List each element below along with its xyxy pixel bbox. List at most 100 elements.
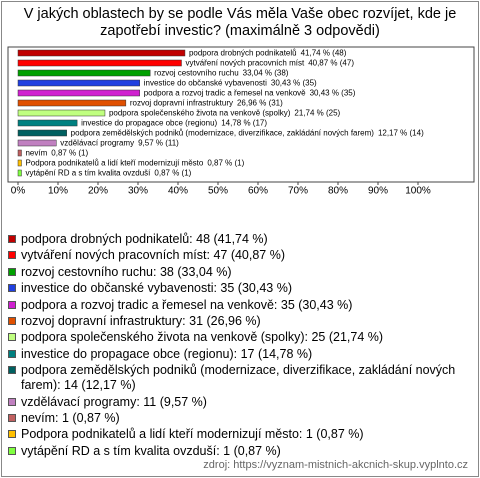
bar-label: rozvoj dopravní infrastruktury 26,96 % (3… (130, 99, 283, 108)
bar-label: podpora společenského života na venkově … (109, 109, 341, 118)
x-tick-label: 10% (48, 186, 68, 197)
legend-label: podpora společenského života na venkově … (21, 330, 384, 345)
bar-label: podpora drobných podnikatelů 41,74 % (48) (189, 49, 347, 58)
bar (17, 159, 22, 167)
bar-category: podpora společenského života na venkově … (109, 109, 291, 118)
x-tick-label: 0% (11, 186, 26, 197)
value-label: 30,43 % (35) (271, 79, 317, 88)
legend-label: vytváření nových pracovních míst: 47 (40… (21, 248, 286, 263)
legend-swatch (8, 430, 16, 439)
value-label: 26,96 % (31) (237, 99, 283, 108)
bar (17, 89, 140, 97)
bar-label: podpora a rozvoj tradic a řemesel na ven… (144, 89, 356, 98)
value-label: 14,78 % (17) (221, 119, 267, 128)
legend-label: nevím: 1 (0,87 %) (21, 410, 120, 425)
bar-label: vytváření nových pracovních míst 40,87 % … (185, 59, 354, 68)
bar (17, 69, 151, 77)
value-label: 33,04 % (38) (243, 69, 289, 78)
legend-swatch (8, 316, 16, 325)
value-label: 12,17 % (14) (378, 129, 424, 138)
bar-label: rozvoj cestovního ruchu 33,04 % (38) (154, 69, 289, 78)
legend-item: vytápění RD a s tím kvalita ovzduší: 1 (… (8, 444, 473, 459)
value-label: 0,87 % (1) (207, 159, 244, 168)
bar-category: vytápění RD a s tím kvalita ovzduší (25, 169, 151, 178)
chart-title: V jakých oblastech by se podle Vás měla … (23, 6, 457, 39)
bar-label: vzdělávací programy 9,57 % (11) (60, 139, 179, 148)
bar-label: vytápění RD a s tím kvalita ovzduší 0,87 … (25, 169, 191, 178)
legend-item: vzdělávací programy: 11 (9,57 %) (8, 395, 473, 410)
value-label: 0,87 % (1) (51, 149, 88, 158)
legend-item: rozvoj cestovního ruchu: 38 (33,04 %) (8, 265, 473, 280)
legend-item: podpora a rozvoj tradic a řemesel na ven… (8, 298, 473, 313)
legend-label: Podpora podnikatelů a lidí kteří moderni… (21, 427, 364, 442)
bar (17, 109, 106, 117)
source: zdroj: https://vyznam-mistnich-akcnich-s… (203, 459, 468, 471)
legend-label: vzdělávací programy: 11 (9,57 %) (21, 394, 207, 409)
bar (17, 99, 127, 107)
legend-label: investice do občanské vybavenosti: 35 (3… (21, 281, 292, 296)
legend-swatch (8, 284, 16, 293)
legend-swatch (8, 366, 16, 375)
legend-swatch (8, 413, 16, 422)
bar-category: podpora a rozvoj tradic a řemesel na ven… (144, 89, 306, 98)
legend: podpora drobných podnikatelů: 48 (41,74 … (8, 232, 473, 460)
legend-item: vytváření nových pracovních míst: 47 (40… (8, 248, 473, 263)
legend-swatch (8, 397, 16, 406)
x-tick-label: 70% (288, 186, 308, 197)
value-label: 40,87 % (47) (308, 59, 354, 68)
bar-label: Podpora podnikatelů a lidí kteří moderni… (25, 159, 244, 168)
x-tick-label: 80% (328, 186, 348, 197)
bar (17, 49, 186, 57)
legend-item: investice do propagace obce (regionu): 1… (8, 347, 473, 362)
bar (17, 149, 22, 157)
bar-category: Podpora podnikatelů a lidí kteří moderni… (25, 159, 203, 168)
bar (17, 129, 67, 137)
legend-item: rozvoj dopravní infrastruktury: 31 (26,9… (8, 314, 473, 329)
x-tick-label: 50% (208, 186, 228, 197)
plot-frame (7, 46, 475, 183)
legend-label: podpora zemědělských podniků (modernizac… (21, 363, 456, 393)
x-tick-label: 100% (405, 186, 431, 197)
x-tick-label: 30% (128, 186, 148, 197)
legend-label: podpora a rozvoj tradic a řemesel na ven… (21, 297, 353, 312)
legend-label: rozvoj dopravní infrastruktury: 31 (26,9… (21, 313, 261, 328)
bar-category: rozvoj cestovního ruchu (154, 69, 239, 78)
legend-label: rozvoj cestovního ruchu: 38 (33,04 %) (21, 264, 232, 279)
bar-category: rozvoj dopravní infrastruktury (130, 99, 233, 108)
bar (17, 139, 57, 147)
bar-label: nevím 0,87 % (1) (25, 149, 88, 158)
legend-swatch (8, 446, 16, 455)
x-tick-label: 40% (168, 186, 188, 197)
bar-category: investice do občanské vybavenosti (144, 79, 267, 88)
legend-item: podpora zemědělských podniků (modernizac… (8, 363, 473, 393)
bar (17, 119, 78, 127)
bar-category: podpora drobných podnikatelů (189, 49, 297, 58)
legend-item: podpora drobných podnikatelů: 48 (41,74 … (8, 232, 473, 247)
legend-swatch (8, 235, 16, 243)
bar-category: investice do propagace obce (regionu) (81, 119, 217, 128)
value-label: 41,74 % (48) (301, 49, 347, 58)
legend-label: investice do propagace obce (regionu): 1… (21, 346, 313, 361)
bar (17, 59, 182, 67)
legend-swatch (8, 349, 16, 358)
bar-label: investice do občanské vybavenosti 30,43 %… (144, 79, 317, 88)
legend-label: podpora drobných podnikatelů: 48 (41,74 … (21, 232, 268, 246)
legend-item: podpora společenského života na venkově … (8, 330, 473, 345)
value-label: 30,43 % (35) (310, 89, 356, 98)
bar (17, 169, 22, 177)
legend-item: Podpora podnikatelů a lidí kteří moderni… (8, 427, 473, 442)
bar-label: investice do propagace obce (regionu) 14,… (81, 119, 267, 128)
bar-category: nevím (25, 149, 47, 158)
bar-category: vytváření nových pracovních míst (185, 59, 304, 68)
legend-item: investice do občanské vybavenosti: 35 (3… (8, 281, 473, 296)
legend-item: nevím: 1 (0,87 %) (8, 411, 473, 426)
x-tick-label: 60% (248, 186, 268, 197)
value-label: 9,57 % (11) (138, 139, 179, 148)
bar-label: podpora zemědělských podniků (modernizac… (71, 129, 424, 138)
legend-swatch (8, 333, 16, 342)
bar (17, 79, 140, 87)
legend-label: vytápění RD a s tím kvalita ovzduší: 1 (… (21, 443, 281, 458)
